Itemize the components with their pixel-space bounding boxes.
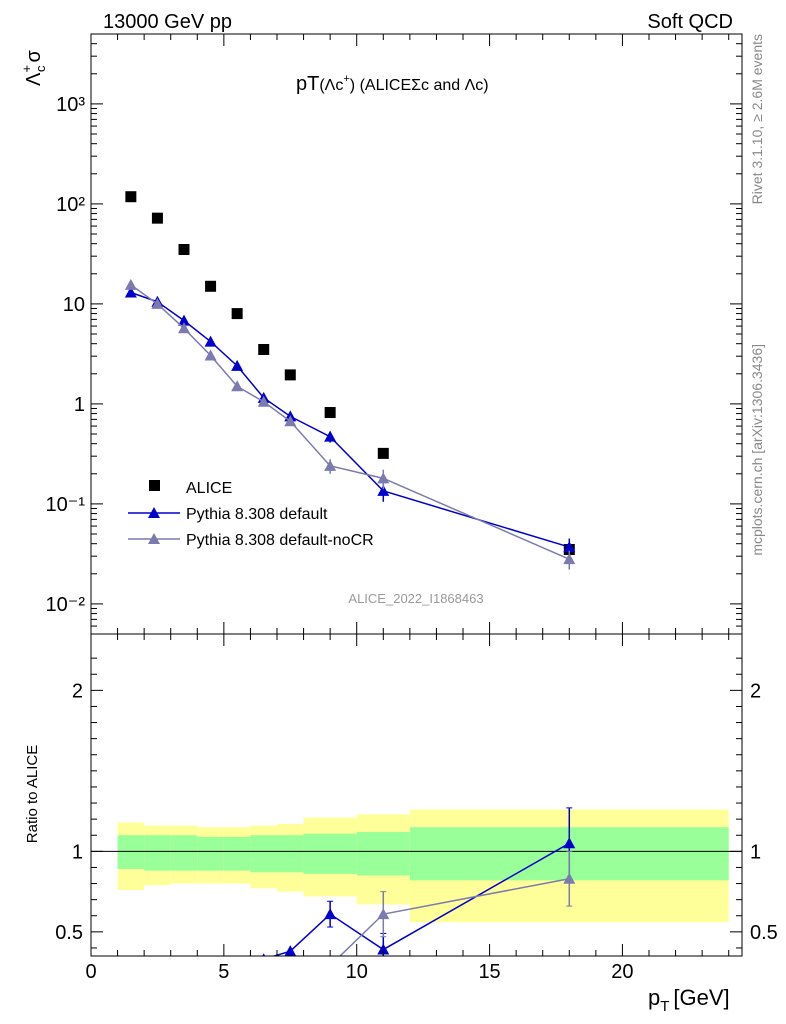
- series-line-1: [130, 291, 570, 548]
- ratio-band-inner: [356, 832, 410, 876]
- ratio-point: [377, 908, 390, 920]
- data-point-mc: [284, 415, 297, 427]
- legend-marker-alice: [149, 480, 160, 491]
- legend-label-nocr: Pythia 8.308 default-noCR: [186, 532, 374, 549]
- y-tick-label: 10³: [56, 94, 85, 116]
- y-tick-label: 10⁻¹: [46, 494, 86, 516]
- svg-text:Λ+cσ: Λ+cσ: [19, 50, 48, 86]
- ratio-y-axis-label: Ratio to ALICE: [24, 745, 41, 843]
- ratio-band-inner: [303, 833, 357, 874]
- x-tick-label: 5: [218, 961, 229, 983]
- data-point-alice: [377, 447, 389, 459]
- y-tick-label: 10⁻²: [46, 594, 86, 616]
- legend-label-alice: ALICE: [186, 480, 232, 497]
- ratio-plot-content: [262, 807, 576, 979]
- axis-ticks: 0 5 10 15 20 10⁻² 10⁻¹ 1 10 10² 10³ 0.5 0.5 1 1 2 2: [46, 33, 778, 983]
- ratio-band-inner: [223, 836, 251, 871]
- ratio-band-inner: [250, 835, 277, 873]
- rivet-version-label: Rivet 3.1.10, ≥ 2.6M events: [749, 34, 765, 204]
- ratio-point: [284, 945, 297, 956]
- data-point-mc: [563, 553, 576, 565]
- legend-marker-nocr: [148, 533, 160, 544]
- legend: ALICE Pythia 8.308 default Pythia 8.308 …: [128, 480, 374, 549]
- y-tick-label: 1: [74, 394, 85, 416]
- data-point-mc: [563, 541, 576, 553]
- data-point-mc: [204, 335, 217, 347]
- ratio-point: [563, 872, 576, 884]
- x-tick-label: 20: [611, 961, 633, 983]
- x-tick-label: 10: [346, 961, 368, 983]
- legend-label-default: Pythia 8.308 default: [186, 506, 328, 523]
- ratio-point: [324, 960, 336, 971]
- legend-marker-default: [148, 507, 160, 518]
- data-point-mc: [324, 430, 337, 442]
- series-line-2: [130, 284, 570, 560]
- data-point-mc: [124, 278, 137, 290]
- data-point-mc: [124, 286, 137, 298]
- ratio-line-1: [339, 877, 570, 956]
- ratio-y-tick-label: 1: [72, 841, 83, 863]
- y-tick-label: 10²: [56, 194, 85, 216]
- data-point-mc: [231, 380, 244, 392]
- mcplots-label: mcplots.cern.ch [arXiv:1306.3436]: [749, 344, 765, 556]
- collision-label: 13000 GeV pp: [103, 11, 232, 33]
- ratio-y-tick-label-right: 2: [750, 680, 761, 702]
- ratio-y-tick-label: 0.5: [55, 922, 83, 944]
- y-tick-label: 10: [63, 294, 85, 316]
- main-y-axis-label: Λ+cσ: [19, 50, 48, 86]
- data-point-mc: [257, 395, 270, 407]
- data-point-alice: [324, 407, 336, 419]
- ratio-point: [377, 943, 390, 955]
- data-point-mc: [151, 297, 164, 309]
- data-point-mc: [377, 472, 390, 484]
- data-point-alice: [125, 191, 137, 203]
- ratio-point: [324, 908, 337, 920]
- process-label: Soft QCD: [647, 11, 733, 33]
- ratio-band-inner: [197, 836, 224, 871]
- ratio-band-inner: [170, 835, 198, 871]
- data-point-mc: [324, 459, 337, 471]
- ratio-point: [563, 837, 576, 849]
- data-point-mc: [377, 484, 390, 496]
- data-point-alice: [258, 343, 270, 355]
- x-tick-label: 15: [478, 961, 500, 983]
- main-plot-content: [124, 191, 576, 570]
- analysis-id: ALICE_2022_I1868463: [348, 591, 483, 606]
- ratio-band-inner: [277, 835, 304, 873]
- data-point-alice: [205, 280, 217, 292]
- x-tick-label: 0: [85, 961, 96, 983]
- data-point-mc: [231, 359, 244, 371]
- data-point-alice: [151, 212, 163, 224]
- data-point-alice: [231, 308, 243, 320]
- ratio-plot-frame: [90, 633, 743, 957]
- ratio-y-tick-label: 2: [72, 680, 83, 702]
- data-point-alice: [284, 369, 296, 381]
- ratio-band-inner: [117, 835, 145, 870]
- data-point-mc: [178, 322, 190, 334]
- data-point-mc: [178, 314, 190, 326]
- ratio-y-tick-label-right: 0.5: [750, 922, 778, 944]
- ratio-band-inner: [144, 835, 171, 871]
- ratio-point: [284, 968, 296, 979]
- ratio-y-tick-label-right: 1: [750, 841, 761, 863]
- ratio-point: [262, 953, 266, 956]
- data-point-alice: [178, 243, 190, 255]
- x-axis-label: pT [GeV]: [648, 985, 730, 1015]
- plot-title: pT(Λc+) (ALICEΣc and Λc): [296, 73, 489, 95]
- ratio-uncertainty-bands: [91, 809, 742, 923]
- data-point-mc: [204, 349, 217, 361]
